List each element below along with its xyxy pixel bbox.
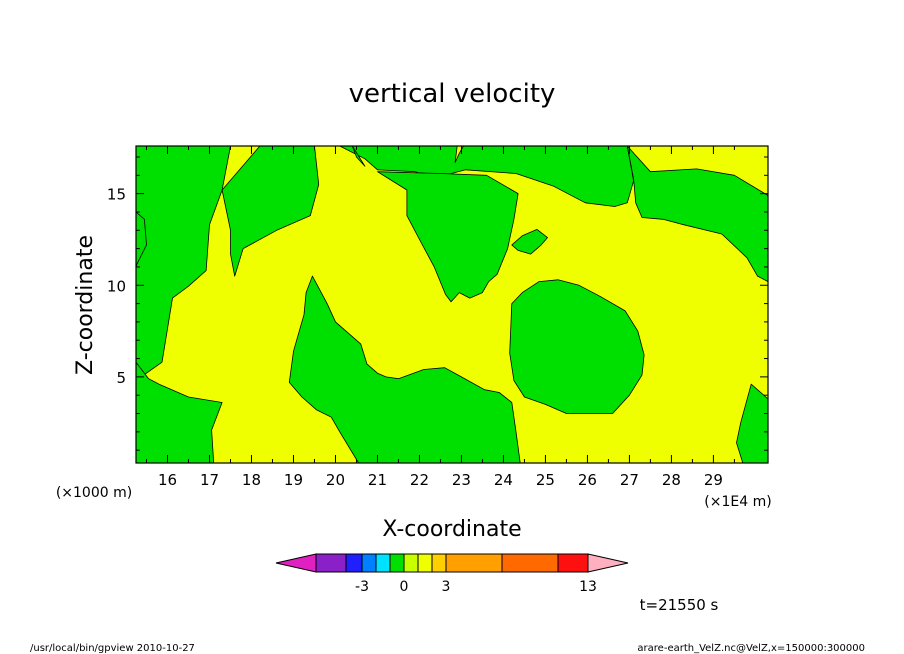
colorbar-swatch: [445, 553, 503, 573]
x-unit-right: (×1E4 m): [704, 494, 771, 510]
colorbar-tick-label: 3: [442, 579, 451, 595]
colorbar-swatch: [375, 553, 391, 573]
contour-regions: [135, 145, 769, 464]
x-tick-label: 16: [158, 471, 177, 489]
contour-region-negative-8: [351, 145, 366, 167]
contour-region-negative-11: [626, 145, 769, 283]
contour-region-negative-5: [339, 145, 634, 207]
x-tick-label: 28: [662, 471, 681, 489]
colorbar-swatch: [315, 553, 347, 573]
x-axis-ticks: 16 17 18 19 20 21 22 23 24 25 26 27 28 29: [145, 146, 735, 489]
colorbar-swatch: [417, 553, 433, 573]
y-tick-label: 5: [116, 369, 126, 387]
colorbar-swatch: [389, 553, 405, 573]
colorbar-swatch: [431, 553, 447, 573]
colorbar-left-arrow: [275, 553, 317, 573]
x-tick-label: 23: [452, 471, 471, 489]
colorbar-swatch: [403, 553, 419, 573]
plot-area: 16 17 18 19 20 21 22 23 24 25 26 27 28 29 5 10 15: [107, 145, 769, 489]
contour-region-negative-7: [511, 228, 548, 255]
colorbar-swatch: [557, 553, 589, 573]
x-axis-label: X-coordinate: [382, 517, 521, 542]
x-tick-label: 18: [242, 471, 261, 489]
footer-left: /usr/local/bin/gpview 2010-10-27: [30, 643, 195, 654]
x-tick-label: 22: [410, 471, 429, 489]
x-tick-label: 26: [578, 471, 597, 489]
colorbar-swatch: [361, 553, 377, 573]
chart-title: vertical velocity: [349, 79, 556, 109]
x-tick-label: 24: [494, 471, 513, 489]
y-tick-label: 10: [107, 277, 126, 295]
x-tick-label: 27: [620, 471, 639, 489]
plot-frame: [135, 145, 769, 464]
contour-region-negative-4: [221, 145, 320, 277]
y-tick-label: 15: [107, 186, 126, 204]
x-tick-label: 20: [326, 471, 345, 489]
colorbar-tick-label: 13: [579, 579, 597, 595]
time-label: t=21550 s: [640, 596, 719, 614]
x-tick-label: 19: [284, 471, 303, 489]
contour-region-negative-1: [135, 145, 231, 381]
footer-right: arare-earth_VelZ.nc@VelZ,x=150000:300000: [637, 643, 865, 654]
colorbar-tick-label: -3: [355, 579, 369, 595]
colorbar-swatch: [501, 553, 559, 573]
y-axis-ticks: 5 10 15: [107, 156, 768, 451]
x-tick-label: 29: [704, 471, 723, 489]
contour-region-negative-6: [377, 171, 519, 303]
colorbar-tick-label: 0: [400, 579, 409, 595]
x-tick-label: 21: [368, 471, 387, 489]
contour-region-negative-10: [509, 279, 645, 414]
x-tick-label: 25: [536, 471, 555, 489]
contour-region-negative-9: [288, 275, 521, 464]
colorbar-right-arrow: [587, 553, 629, 573]
colorbar-swatch: [345, 553, 363, 573]
colorbar: -3 0 3 13: [275, 553, 629, 595]
x-unit-left: (×1000 m): [56, 485, 132, 501]
x-tick-label: 17: [200, 471, 219, 489]
y-axis-label: Z-coordinate: [73, 235, 98, 375]
